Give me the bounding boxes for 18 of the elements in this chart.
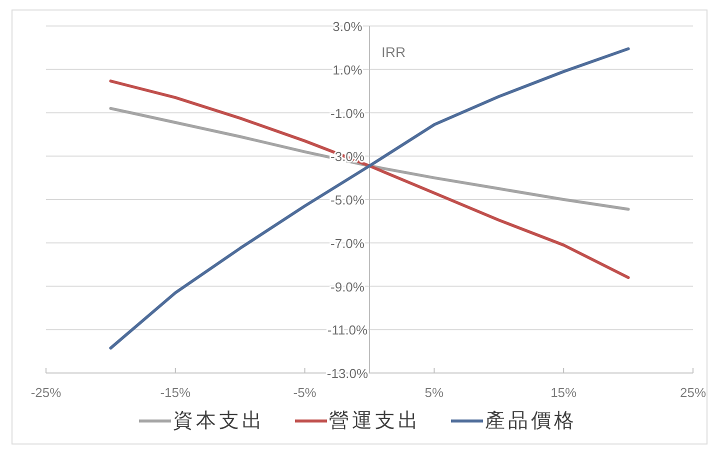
y-tick-label: -7.0%: [330, 236, 365, 251]
y-tick-label: -5.0%: [330, 192, 365, 208]
y-tick-label: -9.0%: [330, 279, 365, 294]
x-tick-label: 5%: [424, 385, 444, 400]
y-tick-label: -11.0%: [327, 322, 368, 338]
x-tick-label: -15%: [160, 385, 192, 400]
legend-label: 營運支出: [329, 410, 421, 432]
x-tick-label: -25%: [30, 385, 62, 400]
y-tick-label: 3.0%: [332, 19, 363, 34]
y-tick-label: -13.0%: [326, 366, 369, 381]
x-tick-label: 25%: [680, 385, 706, 400]
x-tick-label: 15%: [550, 385, 578, 400]
y-axis-title: IRR: [382, 44, 406, 60]
legend-label: 產品價格: [485, 410, 577, 432]
y-tick-label: -1.0%: [330, 106, 365, 121]
x-tick-label: -5%: [293, 385, 317, 400]
y-tick-label: 1.0%: [332, 62, 363, 78]
legend-label: 資本支出: [173, 410, 265, 432]
